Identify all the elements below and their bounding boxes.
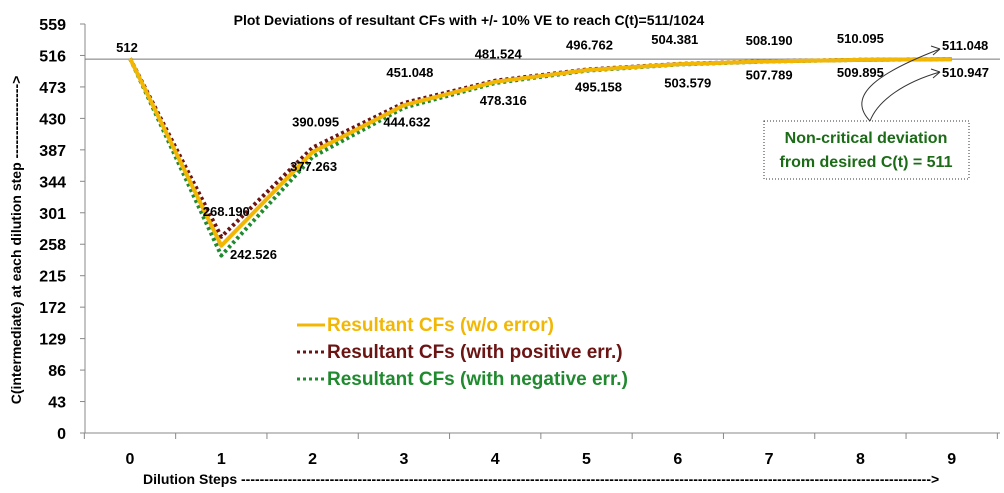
y-axis-label: C(intermediate) at each dilution step --…	[8, 76, 24, 405]
data-label-negative: 377.263	[290, 159, 337, 174]
data-label-positive: 504.381	[651, 32, 698, 47]
x-tick-label: 4	[491, 451, 500, 468]
x-tick-label: 3	[399, 451, 408, 468]
legend: Resultant CFs (w/o error) Resultant CFs (…	[297, 315, 628, 390]
data-label-positive: 268.190	[203, 204, 250, 219]
data-label-positive: 508.190	[746, 33, 793, 48]
data-label-positive: 496.762	[566, 38, 613, 53]
data-label-negative: 509.895	[837, 65, 884, 80]
y-tick-label: 258	[39, 237, 66, 254]
x-tick-label: 8	[856, 451, 865, 468]
data-label-positive: 451.048	[386, 65, 433, 80]
data-label-negative: 242.526	[230, 247, 277, 262]
data-label-positive: 481.524	[475, 47, 523, 62]
data-label-start: 512	[116, 40, 138, 55]
y-tick-label: 473	[39, 80, 66, 97]
data-label-negative: 507.789	[746, 67, 793, 82]
y-tick-label: 430	[39, 111, 66, 128]
y-tick-label: 516	[39, 48, 66, 65]
annotation-arrow-upper	[930, 45, 941, 56]
data-label-negative: 444.632	[383, 115, 430, 130]
data-label-negative: 503.579	[664, 76, 711, 91]
annotation-arrow-lower	[930, 68, 941, 79]
y-tick-label: 86	[48, 363, 66, 380]
x-tick-label: 9	[947, 451, 956, 468]
x-tick-label: 1	[217, 451, 226, 468]
annotation-line-1: Non-critical deviation	[785, 130, 948, 147]
y-tick-label: 215	[39, 269, 66, 286]
x-tick-label: 2	[308, 451, 317, 468]
x-tick-label: 7	[765, 451, 774, 468]
data-label-positive: 511.048	[942, 38, 988, 53]
data-label-positive: 390.095	[292, 115, 339, 130]
y-tick-label: 43	[48, 395, 66, 412]
y-tick-label: 172	[39, 300, 66, 317]
legend-label: Resultant CFs (with negative err.)	[327, 369, 628, 390]
y-tick-label: 344	[39, 174, 66, 191]
data-label-positive: 510.095	[837, 31, 884, 46]
annotation-curve-upper	[861, 48, 941, 122]
annotation-line-2: from desired C(t) = 511	[780, 154, 953, 171]
y-tick-label: 0	[57, 426, 66, 443]
series-line-0	[128, 57, 952, 248]
legend-label: Resultant CFs (w/o error)	[327, 315, 554, 336]
y-tick-label: 301	[39, 206, 66, 223]
annotation-curve-lower	[869, 71, 941, 122]
data-label-negative: 478.316	[480, 93, 527, 108]
legend-label: Resultant CFs (with positive err.)	[327, 342, 623, 363]
y-tick-label: 559	[39, 17, 66, 34]
annotation-box	[763, 120, 970, 180]
data-label-negative: 495.158	[575, 80, 622, 95]
x-tick-label: 5	[582, 451, 591, 468]
y-tick-label: 129	[39, 332, 66, 349]
y-tick-label: 387	[39, 143, 66, 160]
series-line-1	[128, 57, 952, 239]
x-axis-label: Dilution Steps -------------------------…	[143, 471, 939, 487]
annotation: Non-critical deviation from desired C(t)…	[763, 45, 970, 180]
x-tick-label: 0	[126, 451, 135, 468]
x-tick-label: 6	[673, 451, 682, 468]
chart-title: Plot Deviations of resultant CFs with +/…	[234, 12, 705, 28]
data-label-negative: 510.947	[942, 65, 989, 80]
